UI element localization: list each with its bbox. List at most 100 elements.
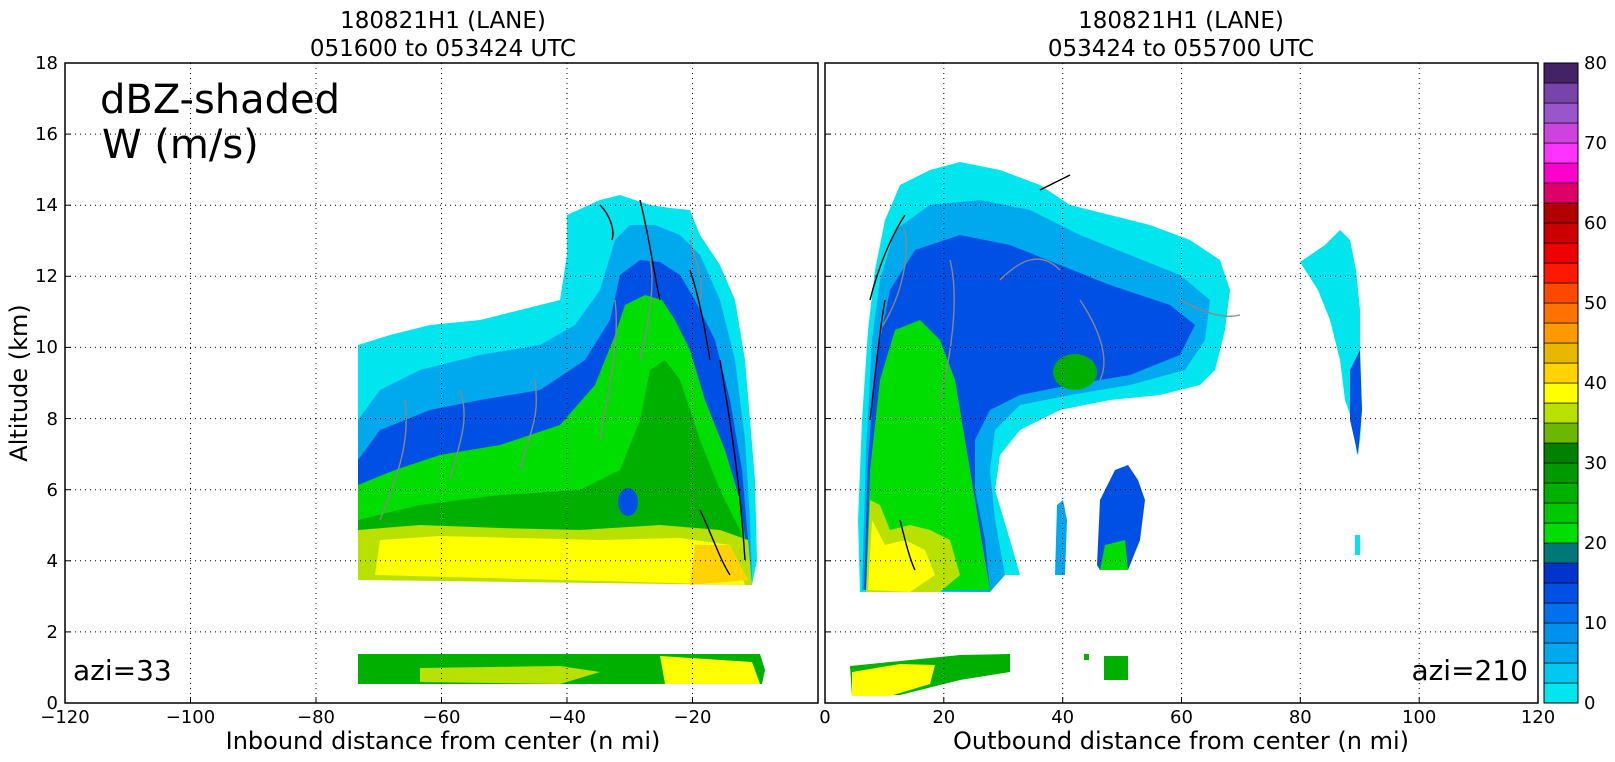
colorbar-tick-label: 30 [1584, 453, 1607, 474]
left-xtick-label: −120 [40, 707, 89, 728]
colorbar-band [1543, 662, 1579, 684]
colorbar-tick-label: 50 [1584, 293, 1607, 314]
colorbar-band [1543, 222, 1579, 244]
right-w-contours [869, 174, 1241, 571]
right-gridlines [825, 63, 1538, 703]
colorbar-band [1543, 262, 1579, 284]
left-gridlines [65, 63, 818, 703]
colorbar-band [1543, 182, 1579, 204]
colorbar-band [1543, 482, 1579, 504]
ytick-label: 18 [35, 53, 58, 74]
colorbar: 0 10 20 30 40 50 60 70 80 [1543, 53, 1607, 714]
colorbar-band [1543, 602, 1579, 624]
colorbar-band [1543, 82, 1579, 104]
right-xtick-label: 80 [1289, 707, 1312, 728]
colorbar-band [1543, 342, 1579, 364]
right-xtick-label: 60 [1170, 707, 1193, 728]
right-panel: 180821H1 (LANE) 053424 to 055700 UTC [819, 8, 1555, 755]
right-low-echo-yellow [852, 664, 935, 696]
colorbar-band [1543, 522, 1579, 544]
right-cell-2-green [1100, 540, 1128, 570]
colorbar-band [1543, 542, 1579, 564]
right-title-line2: 053424 to 055700 UTC [1048, 36, 1314, 62]
right-low-echo-dot [1084, 654, 1089, 660]
colorbar-band [1543, 162, 1579, 184]
colorbar-band [1543, 242, 1579, 264]
colorbar-tick-label: 20 [1584, 533, 1607, 554]
left-title-line2: 051600 to 053424 UTC [310, 36, 576, 62]
left-azimuth-label: azi=33 [73, 654, 172, 687]
left-low-echo-yellow [660, 656, 760, 684]
right-cell-tiny [1355, 535, 1360, 555]
colorbar-band [1543, 622, 1579, 644]
colorbar-band [1543, 582, 1579, 604]
right-ticks [825, 133, 1538, 703]
left-panel: 180821H1 (LANE) 051600 to 053424 UTC [5, 8, 819, 755]
colorbar-tick-label: 0 [1584, 693, 1595, 714]
right-title-line1: 180821H1 (LANE) [1078, 8, 1284, 34]
right-azimuth-label: azi=210 [1411, 654, 1528, 687]
right-xtick-label: 0 [819, 707, 830, 728]
y-axis-label: Altitude (km) [5, 304, 33, 461]
left-x-axis-label: Inbound distance from center (n mi) [226, 727, 661, 755]
left-low-echo-lime [420, 666, 600, 684]
right-x-axis-label: Outbound distance from center (n mi) [953, 727, 1409, 755]
left-title-line1: 180821H1 (LANE) [340, 8, 546, 34]
colorbar-tick-label: 70 [1584, 133, 1607, 154]
colorbar-band [1543, 142, 1579, 164]
colorbar-tick-label: 60 [1584, 213, 1607, 234]
left-ticks [65, 133, 693, 703]
ytick-label: 4 [47, 551, 58, 572]
left-echo-field [358, 195, 765, 684]
colorbar-ticks: 0 10 20 30 40 50 60 70 80 [1584, 53, 1607, 714]
right-xtick-label: 120 [1521, 707, 1555, 728]
ytick-label: 8 [47, 409, 58, 430]
field-annotation-line2: W (m/s) [102, 122, 259, 168]
colorbar-frame [1543, 62, 1579, 704]
colorbar-bands [1543, 62, 1579, 704]
colorbar-band [1543, 462, 1579, 484]
colorbar-band [1543, 62, 1579, 84]
ytick-label: 0 [47, 693, 58, 714]
ytick-label: 6 [47, 480, 58, 501]
colorbar-band [1543, 122, 1579, 144]
right-xtick-label: 40 [1051, 707, 1074, 728]
left-xtick-label: −100 [166, 707, 215, 728]
right-cell-far-blue [1350, 350, 1362, 455]
colorbar-band [1543, 442, 1579, 464]
left-xtick-label: −40 [548, 707, 586, 728]
ytick-label: 12 [35, 266, 58, 287]
colorbar-tick-label: 40 [1584, 373, 1607, 394]
ytick-label: 2 [47, 622, 58, 643]
colorbar-band [1543, 502, 1579, 524]
left-echo-darkgreen [358, 360, 748, 580]
colorbar-band [1543, 322, 1579, 344]
ytick-label: 14 [35, 195, 58, 216]
colorbar-band [1543, 422, 1579, 444]
left-xtick-label: −20 [674, 707, 712, 728]
left-echo-blue-pocket [618, 488, 638, 516]
colorbar-band [1543, 362, 1579, 384]
colorbar-tick-label: 80 [1584, 53, 1607, 74]
right-echo-field [850, 162, 1362, 696]
colorbar-band [1543, 282, 1579, 304]
field-annotation-line1: dBZ-shaded [100, 77, 340, 123]
ytick-label: 10 [35, 337, 58, 358]
colorbar-band [1543, 102, 1579, 124]
right-xtick-label: 20 [932, 707, 955, 728]
colorbar-band [1543, 682, 1579, 704]
colorbar-band [1543, 302, 1579, 324]
ytick-label: 16 [35, 124, 58, 145]
colorbar-tick-label: 10 [1584, 613, 1607, 634]
right-xtick-label: 100 [1402, 707, 1436, 728]
left-xtick-label: −60 [423, 707, 461, 728]
right-echo-green-blob [1053, 354, 1097, 390]
right-echo-green [866, 320, 990, 590]
colorbar-band [1543, 382, 1579, 404]
left-w-contours [379, 199, 746, 576]
right-cell-1 [1055, 500, 1067, 575]
colorbar-band [1543, 202, 1579, 224]
colorbar-band [1543, 642, 1579, 664]
right-cell-far [1300, 230, 1362, 455]
